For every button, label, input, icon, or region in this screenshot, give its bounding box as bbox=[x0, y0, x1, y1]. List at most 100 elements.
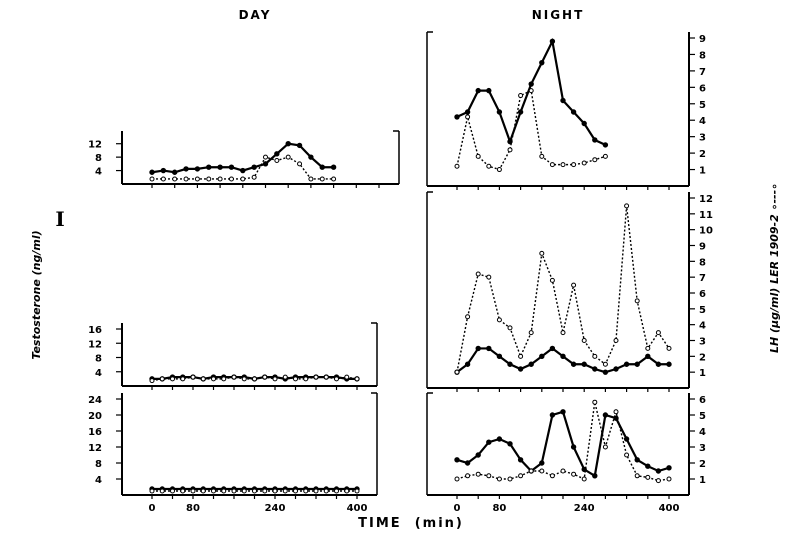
left-y-axis-label: Testosterone (ng/ml) bbox=[30, 230, 43, 359]
data-point-filled bbox=[507, 138, 513, 145]
data-point-filled bbox=[217, 164, 223, 170]
data-point-filled bbox=[496, 353, 503, 360]
y-tick-label: 1 bbox=[699, 368, 706, 379]
data-point-filled bbox=[454, 457, 460, 463]
data-point-open bbox=[313, 374, 319, 380]
data-point-filled bbox=[454, 114, 460, 120]
data-point-open bbox=[263, 154, 268, 160]
y-tick-label: 16 bbox=[88, 427, 102, 438]
data-point-filled bbox=[206, 164, 212, 170]
data-point-open bbox=[666, 345, 672, 351]
x-tick-label: 240 bbox=[574, 503, 595, 514]
y-tick-label: 4 bbox=[95, 167, 102, 178]
data-point-open bbox=[159, 376, 165, 382]
data-point-open bbox=[592, 399, 598, 405]
y-tick-label: 5 bbox=[699, 411, 706, 422]
x-tick-label: 0 bbox=[149, 503, 156, 514]
data-point-open bbox=[454, 163, 460, 169]
data-point-open bbox=[190, 374, 196, 380]
data-point-filled bbox=[623, 361, 630, 367]
data-point-filled bbox=[475, 452, 481, 458]
data-point-open bbox=[475, 271, 481, 277]
right-y-axis-label: LH (µg/ml) LER 1909-2 ∘---∘ bbox=[768, 183, 781, 353]
data-point-open bbox=[539, 468, 545, 474]
data-point-filled bbox=[274, 151, 280, 157]
data-point-open bbox=[272, 488, 278, 494]
data-point-open bbox=[571, 471, 577, 477]
x-tick-label: 400 bbox=[347, 503, 368, 514]
data-point-filled bbox=[570, 361, 577, 367]
data-point-filled bbox=[517, 109, 524, 115]
data-point-open bbox=[549, 162, 555, 168]
panel-marker: I bbox=[55, 207, 64, 231]
data-point-open bbox=[274, 158, 280, 163]
y-tick-label: 16 bbox=[88, 325, 102, 336]
x-tick-label: 0 bbox=[454, 503, 461, 514]
x-tick-label: 80 bbox=[186, 503, 200, 514]
data-point-open bbox=[160, 176, 166, 182]
data-point-filled bbox=[262, 161, 269, 167]
series-testosterone-line bbox=[456, 89, 606, 171]
data-point-filled bbox=[496, 436, 503, 442]
data-point-open bbox=[194, 176, 200, 182]
y-tick-label: 5 bbox=[699, 305, 706, 316]
data-point-open bbox=[231, 488, 237, 494]
data-point-filled bbox=[592, 473, 598, 479]
data-point-open bbox=[645, 345, 651, 351]
data-point-open bbox=[486, 274, 492, 280]
data-point-open bbox=[293, 376, 298, 382]
y-tick-label: 1 bbox=[699, 475, 706, 486]
y-tick-label: 8 bbox=[95, 354, 102, 365]
data-point-open bbox=[624, 452, 630, 458]
data-point-open bbox=[240, 176, 246, 182]
data-point-filled bbox=[330, 164, 337, 170]
data-point-open bbox=[303, 488, 309, 494]
y-tick-label: 12 bbox=[88, 339, 102, 350]
data-point-open bbox=[539, 250, 545, 256]
data-point-open bbox=[465, 114, 471, 120]
data-point-open bbox=[454, 476, 460, 482]
data-point-open bbox=[293, 488, 298, 494]
data-point-filled bbox=[666, 361, 672, 367]
data-point-open bbox=[465, 473, 471, 479]
data-point-open bbox=[211, 488, 216, 494]
data-point-filled bbox=[319, 164, 325, 170]
y-tick-label: 4 bbox=[95, 475, 102, 486]
data-point-open bbox=[518, 473, 524, 479]
data-point-open bbox=[528, 330, 534, 336]
data-point-open bbox=[560, 162, 566, 168]
data-point-open bbox=[634, 473, 640, 479]
data-point-filled bbox=[570, 444, 577, 450]
data-point-open bbox=[180, 488, 186, 494]
y-tick-label: 3 bbox=[699, 443, 706, 454]
data-point-open bbox=[592, 353, 598, 359]
panel-day-1: 4 8 12 bbox=[88, 130, 400, 188]
y-tick-label: 4 bbox=[95, 368, 102, 379]
data-point-open bbox=[560, 330, 566, 336]
data-point-open bbox=[149, 488, 155, 494]
data-point-open bbox=[241, 376, 247, 382]
y-tick-label: 4 bbox=[699, 321, 706, 332]
x-tick-label: 240 bbox=[265, 503, 286, 514]
data-point-filled bbox=[172, 169, 178, 175]
data-point-open bbox=[272, 376, 278, 382]
data-point-filled bbox=[194, 166, 201, 172]
series-testosterone-line bbox=[456, 205, 670, 373]
data-point-filled bbox=[507, 441, 513, 447]
data-point-open bbox=[624, 203, 630, 209]
series-testosterone-line bbox=[152, 156, 334, 180]
data-point-open bbox=[634, 298, 640, 304]
data-point-filled bbox=[496, 109, 503, 115]
y-tick-label: 12 bbox=[88, 140, 102, 151]
data-point-open bbox=[507, 147, 513, 153]
data-point-open bbox=[303, 376, 309, 382]
data-point-open bbox=[655, 330, 661, 336]
data-point-open bbox=[602, 361, 608, 367]
y-tick-label: 3 bbox=[699, 337, 706, 348]
data-point-filled bbox=[634, 361, 640, 367]
data-point-filled bbox=[560, 353, 566, 360]
data-point-open bbox=[613, 409, 619, 415]
y-tick-label: 8 bbox=[95, 153, 102, 164]
data-point-open bbox=[231, 374, 237, 380]
